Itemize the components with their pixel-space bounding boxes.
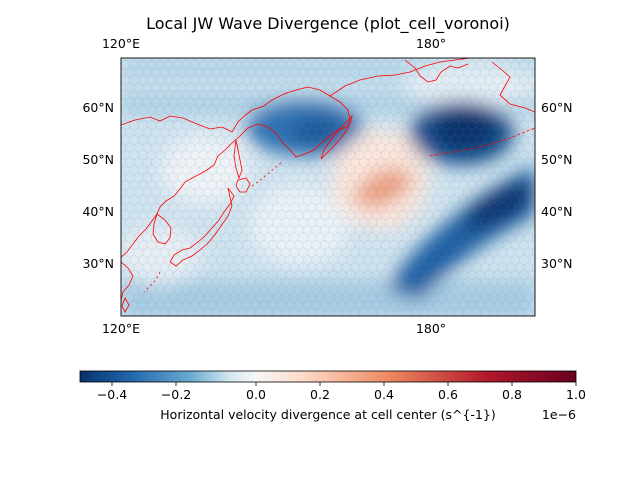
coastline-hokkaido: [235, 177, 251, 193]
colorbar-offset-text: 1e−6: [542, 407, 576, 422]
colorbar-tick-label: 0.6: [438, 387, 458, 402]
coastlines: [121, 58, 535, 313]
colorbar-tick-label: 0.4: [374, 387, 394, 402]
coastline-japan: [169, 187, 235, 267]
colorbar-tick-label: 0.0: [246, 387, 266, 402]
coastline-taiwan: [121, 297, 130, 313]
colorbar-tick-label: 0.2: [310, 387, 330, 402]
lat-label-left-40n: 40°N: [82, 204, 114, 219]
plot-title: Local JW Wave Divergence (plot_cell_voro…: [146, 14, 510, 34]
colorbar-tick-label: −0.4: [97, 387, 127, 402]
colorbar-tick-label: 1.0: [566, 387, 586, 402]
coastline-kamchatka: [320, 114, 353, 160]
colorbar-label: Horizontal velocity divergence at cell c…: [160, 407, 495, 422]
coastline-aleutians: [429, 127, 535, 157]
lat-label-right-50n: 50°N: [541, 152, 573, 167]
coastline-korea: [152, 213, 172, 245]
lon-label-top-120e: 120°E: [102, 36, 140, 51]
colorbar-tick-label: 0.8: [502, 387, 522, 402]
lon-label-top-180: 180°: [416, 36, 446, 51]
lat-label-right-60n: 60°N: [541, 100, 573, 115]
coastline-mainland-asia: [121, 86, 351, 258]
lat-label-left-50n: 50°N: [82, 152, 114, 167]
lon-label-bottom-180: 180°: [416, 321, 446, 336]
coastline-sakhalin: [233, 139, 243, 180]
coastline-alaska: [491, 61, 535, 113]
divergence-field: [121, 58, 535, 316]
coastline-china-east: [121, 261, 134, 301]
coastline-chukotka: [404, 59, 469, 83]
map-gridline-labels: 120°E 180° 120°E 180° 60°N 50°N 40°N 30°…: [82, 36, 572, 336]
colorbar-tick-label: −0.2: [161, 387, 191, 402]
lon-label-bottom-120e: 120°E: [102, 321, 140, 336]
lat-label-right-40n: 40°N: [541, 204, 573, 219]
coastline-kurils: [251, 161, 283, 187]
coastline-ryukyu: [143, 271, 161, 293]
lat-label-left-30n: 30°N: [82, 256, 114, 271]
lat-label-right-30n: 30°N: [541, 256, 573, 271]
colorbar-ticks: −0.4 −0.2 0.0 0.2 0.4 0.6 0.8 1.0: [97, 382, 586, 402]
colorbar-gradient: [79, 370, 577, 383]
coastline-siberia-east: [329, 58, 471, 97]
map-axes: [120, 57, 536, 317]
colorbar: −0.4 −0.2 0.0 0.2 0.4 0.6 0.8 1.0 1e−6 H…: [79, 370, 586, 422]
map-frame: [120, 57, 536, 317]
lat-label-left-60n: 60°N: [82, 100, 114, 115]
